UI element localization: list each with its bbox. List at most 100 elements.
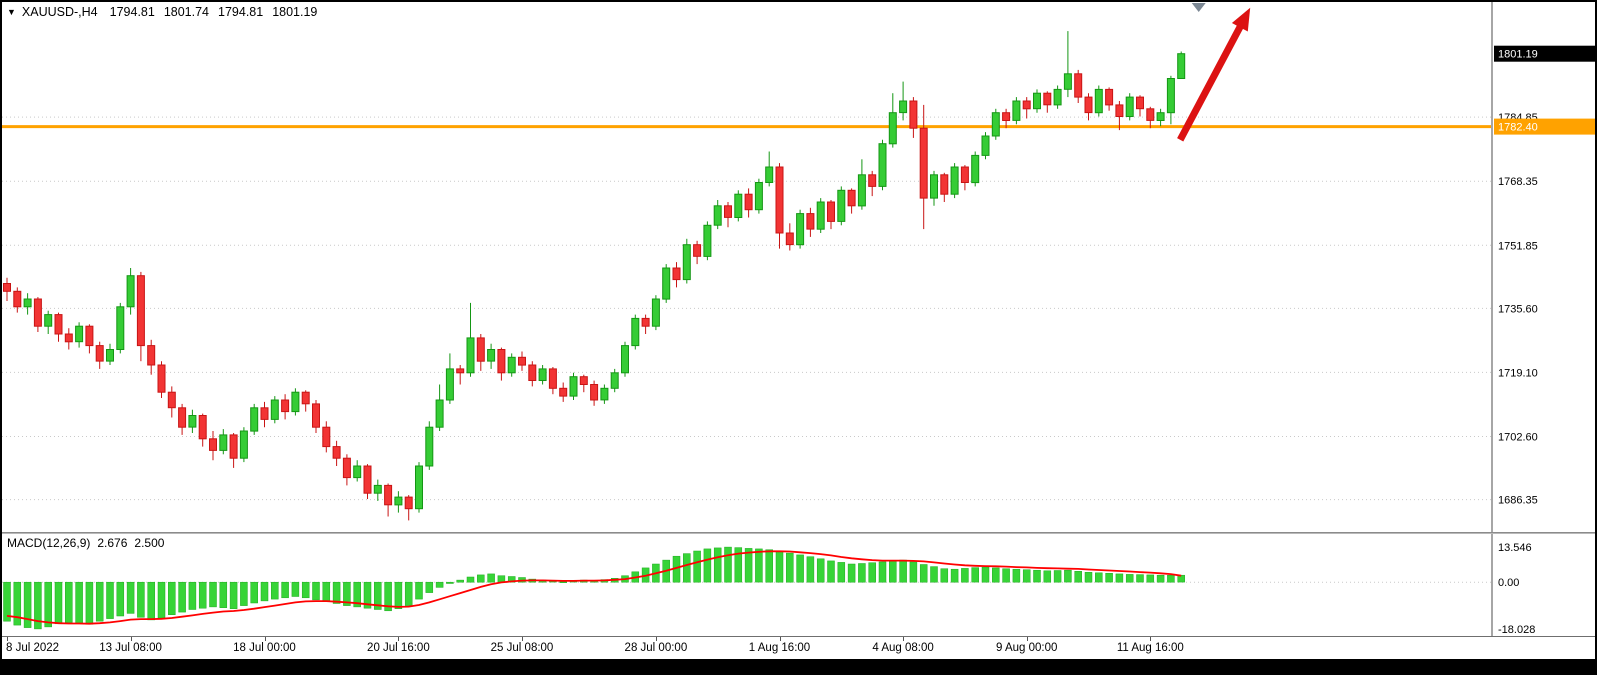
macd-histogram-bar <box>734 547 743 583</box>
candle-body <box>590 384 599 401</box>
time-axis-label: 8 Jul 2022 <box>6 642 60 654</box>
macd-histogram-bar <box>425 581 434 593</box>
macd-histogram-bar <box>260 581 269 602</box>
ohlc-open: 1794.81 <box>109 5 155 19</box>
candle-body <box>1043 92 1052 106</box>
candle-body <box>167 391 176 409</box>
candle-body <box>353 465 362 479</box>
candle-body <box>13 290 22 308</box>
candle-body <box>816 201 825 230</box>
candle-body <box>930 174 938 199</box>
candle-body <box>682 244 691 281</box>
candle-body <box>610 372 619 389</box>
ohlc-high: 1801.74 <box>163 5 210 19</box>
candle-body <box>250 407 259 432</box>
macd-histogram-bar <box>198 581 207 609</box>
macd-histogram-bar <box>477 574 485 583</box>
price-axis-label: 1686.35 <box>1498 495 1538 507</box>
macd-histogram-bar <box>724 546 732 583</box>
macd-pane[interactable]: MACD(12,26,9) 2.676 2.500 13.546 0.00 -18.… <box>2 534 1595 636</box>
candle-body <box>1033 92 1041 110</box>
candle-body <box>445 368 454 401</box>
time-axis-tick <box>130 637 132 641</box>
candle-body <box>703 224 712 257</box>
main-chart-canvas[interactable]: 1784.851768.351751.851735.601719.101702.… <box>2 2 1595 532</box>
candle-body <box>54 314 63 335</box>
candle-body <box>157 364 166 393</box>
candle-body <box>476 337 485 362</box>
candle-body <box>466 337 475 374</box>
candle-body <box>3 283 11 292</box>
candle-body <box>837 189 846 222</box>
candle-body <box>322 426 331 448</box>
macd-canvas[interactable]: 13.546 0.00 -18.028 <box>2 534 1595 636</box>
time-axis-tick <box>264 637 266 641</box>
candle-body <box>291 391 300 413</box>
candle-body <box>270 399 279 420</box>
price-axis-label: 1702.60 <box>1498 431 1538 443</box>
macd-histogram-bar <box>291 581 300 597</box>
macd-histogram-bar <box>384 581 392 612</box>
macd-histogram-bar <box>693 550 701 583</box>
time-axis-label: 9 Aug 00:00 <box>995 642 1058 654</box>
macd-histogram-bar <box>353 581 361 608</box>
macd-histogram-bar <box>847 563 856 583</box>
candle-body <box>497 349 506 374</box>
pane-separator[interactable] <box>2 532 1595 534</box>
macd-histogram-bar <box>703 548 712 583</box>
macd-histogram-bar <box>868 562 876 583</box>
macd-histogram-bar <box>332 581 341 604</box>
candle-body <box>209 438 217 451</box>
macd-indicator-label: MACD(12,26,9) 2.676 2.500 <box>7 536 164 550</box>
candle-body <box>899 100 908 114</box>
candle-body <box>847 189 856 207</box>
current-price-badge-label: 1801.19 <box>1498 49 1538 61</box>
candle-body <box>1063 73 1072 90</box>
main-chart-pane[interactable]: ▼ XAUUSD-,H4 1794.81 1801.74 1794.81 180… <box>2 2 1595 532</box>
chart-menu-icon[interactable]: ▼ <box>7 6 16 17</box>
candle-body <box>1074 73 1083 98</box>
candle-body <box>785 232 794 246</box>
candle-body <box>1012 100 1021 121</box>
candle-body <box>415 465 423 510</box>
time-axis-tick <box>655 637 657 641</box>
candle-body <box>1002 112 1011 121</box>
time-axis[interactable]: 8 Jul 2022 13 Jul 08:00 18 Jul 00:00 20 Jul… <box>2 636 1595 659</box>
ohlc-close: 1801.19 <box>272 5 318 19</box>
candle-body <box>950 166 959 195</box>
candle-body <box>827 201 835 222</box>
candle-body <box>600 387 609 401</box>
candle-body <box>106 349 114 362</box>
macd-histogram-bar <box>219 581 228 608</box>
candle-body <box>404 496 413 510</box>
trend-arrow-shaft[interactable] <box>1177 18 1247 142</box>
macd-histogram-bar <box>240 581 248 606</box>
candle-body <box>198 415 207 440</box>
candle-body <box>332 446 341 459</box>
macd-histogram-bar <box>889 560 897 583</box>
macd-histogram-bar <box>775 550 784 583</box>
macd-histogram-bar <box>919 564 928 583</box>
macd-histogram-bar <box>466 576 475 583</box>
candle-body <box>621 345 629 374</box>
candle-body <box>1136 96 1144 110</box>
time-axis-tick <box>522 637 523 641</box>
candle-body <box>734 193 743 218</box>
candle-body <box>1125 96 1134 117</box>
candle-body <box>857 174 866 207</box>
candle-body <box>641 317 650 327</box>
macd-histogram-bar <box>950 568 959 583</box>
trend-arrow-head[interactable] <box>1231 7 1251 32</box>
macd-histogram-bar <box>312 581 320 601</box>
price-axis-label: 1751.85 <box>1498 240 1538 252</box>
macd-histogram-bar <box>981 566 990 583</box>
macd-histogram-bar <box>209 581 217 608</box>
candle-body <box>229 434 238 459</box>
bottom-bar <box>2 659 1595 673</box>
candle-body <box>662 267 671 300</box>
macd-value-signal: 2.500 <box>134 536 165 550</box>
macd-histogram-bar <box>765 549 773 583</box>
macd-histogram-bar <box>456 579 464 583</box>
macd-histogram-bar <box>487 573 495 583</box>
macd-histogram-bar <box>85 581 94 625</box>
